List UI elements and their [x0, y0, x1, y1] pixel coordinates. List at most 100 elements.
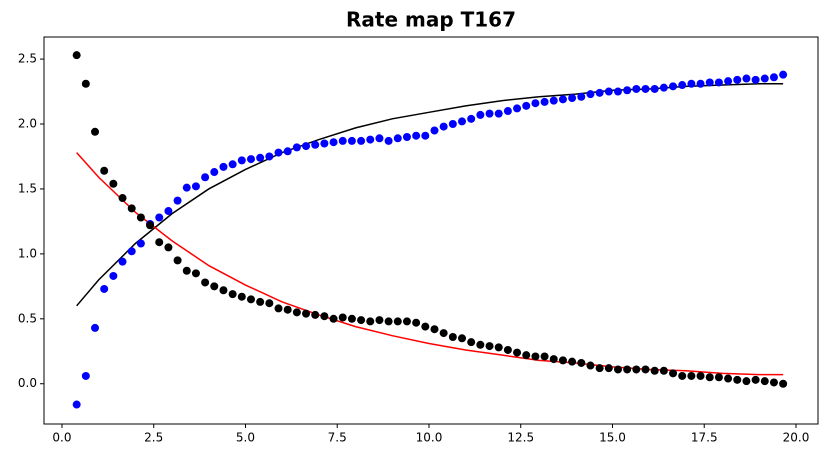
point: [494, 343, 503, 352]
point: [549, 355, 558, 364]
point: [558, 95, 567, 104]
point: [72, 51, 81, 60]
point: [421, 131, 430, 140]
point: [476, 110, 485, 119]
point: [283, 147, 292, 156]
point: [219, 162, 228, 171]
point: [283, 305, 292, 314]
point: [678, 371, 687, 380]
point: [109, 271, 118, 280]
x-tick-label: 10.0: [416, 431, 443, 445]
point: [568, 357, 577, 366]
point: [669, 369, 678, 378]
x-tick-label: 15.0: [599, 431, 626, 445]
point: [402, 317, 411, 326]
point: [91, 323, 100, 332]
point: [678, 81, 687, 90]
point: [485, 342, 494, 351]
point: [127, 247, 136, 256]
point: [338, 313, 347, 322]
point: [714, 373, 723, 382]
point: [769, 378, 778, 387]
axes-frame: [43, 36, 819, 425]
point: [265, 299, 274, 308]
point: [604, 87, 613, 96]
point: [329, 314, 338, 323]
point: [338, 136, 347, 145]
point: [696, 371, 705, 380]
point: [613, 365, 622, 374]
point: [513, 348, 522, 357]
point: [246, 155, 255, 164]
point: [81, 371, 90, 380]
point: [659, 83, 668, 92]
point: [586, 90, 595, 99]
chart-title: Rate map T167: [346, 8, 516, 32]
point: [714, 78, 723, 87]
point: [531, 99, 540, 108]
point: [448, 332, 457, 341]
x-tick-label: 7.5: [328, 431, 347, 445]
y-tick-label: 0.5: [18, 311, 37, 325]
point: [760, 74, 769, 83]
point: [219, 286, 228, 295]
point: [375, 134, 384, 143]
x-tick-label: 12.5: [507, 431, 534, 445]
point: [513, 104, 522, 113]
point: [256, 297, 265, 306]
point: [91, 127, 100, 136]
point: [687, 371, 696, 380]
point: [201, 278, 210, 287]
point: [357, 136, 366, 145]
point: [659, 366, 668, 375]
point: [522, 101, 531, 110]
point: [402, 132, 411, 141]
point: [458, 334, 467, 343]
point: [292, 143, 301, 152]
point: [136, 213, 145, 222]
point: [467, 338, 476, 347]
point: [586, 361, 595, 370]
point: [568, 94, 577, 103]
point: [311, 140, 320, 149]
point: [210, 282, 219, 291]
point: [650, 366, 659, 375]
point: [522, 351, 531, 360]
point: [641, 365, 650, 374]
point: [246, 295, 255, 304]
point: [393, 317, 402, 326]
x-tick-label: 0.0: [52, 431, 71, 445]
point: [769, 73, 778, 82]
point: [109, 179, 118, 188]
point: [237, 292, 246, 301]
point: [476, 340, 485, 349]
point: [366, 317, 375, 326]
point: [760, 377, 769, 386]
point: [623, 365, 632, 374]
point: [632, 365, 641, 374]
point: [320, 312, 329, 321]
point: [421, 322, 430, 331]
point: [384, 136, 393, 145]
point: [733, 375, 742, 384]
point: [531, 352, 540, 361]
point: [540, 97, 549, 106]
point: [292, 308, 301, 317]
point: [577, 92, 586, 101]
y-tick-label: 1.5: [18, 181, 37, 195]
point: [540, 352, 549, 361]
point: [733, 75, 742, 84]
point: [577, 358, 586, 367]
point: [779, 379, 788, 388]
point: [311, 310, 320, 319]
y-tick-label: 1.0: [18, 246, 37, 260]
point: [173, 256, 182, 265]
point: [439, 329, 448, 338]
point: [228, 290, 237, 299]
y-tick-label: 0.0: [18, 376, 37, 390]
point: [724, 77, 733, 86]
point: [320, 139, 329, 148]
point: [751, 375, 760, 384]
